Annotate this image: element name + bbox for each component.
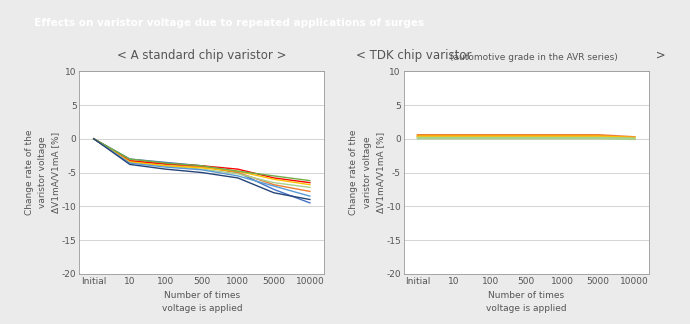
- Text: Effects on varistor voltage due to repeated applications of surges: Effects on varistor voltage due to repea…: [28, 18, 424, 28]
- X-axis label: Number of times
voltage is applied: Number of times voltage is applied: [486, 291, 566, 313]
- Text: (automotive grade in the AVR series): (automotive grade in the AVR series): [450, 53, 618, 62]
- X-axis label: Number of times
voltage is applied: Number of times voltage is applied: [161, 291, 242, 313]
- Y-axis label: Change rate of the
varistor voltage
ΔV1mA/V1mA [%]: Change rate of the varistor voltage ΔV1m…: [349, 130, 385, 215]
- Text: < A standard chip varistor >: < A standard chip varistor >: [117, 49, 286, 62]
- Text: >: >: [652, 49, 666, 62]
- Y-axis label: Change rate of the
varistor voltage
ΔV1mA/V1mA [%]: Change rate of the varistor voltage ΔV1m…: [25, 130, 61, 215]
- Text: < TDK chip varistor: < TDK chip varistor: [356, 49, 475, 62]
